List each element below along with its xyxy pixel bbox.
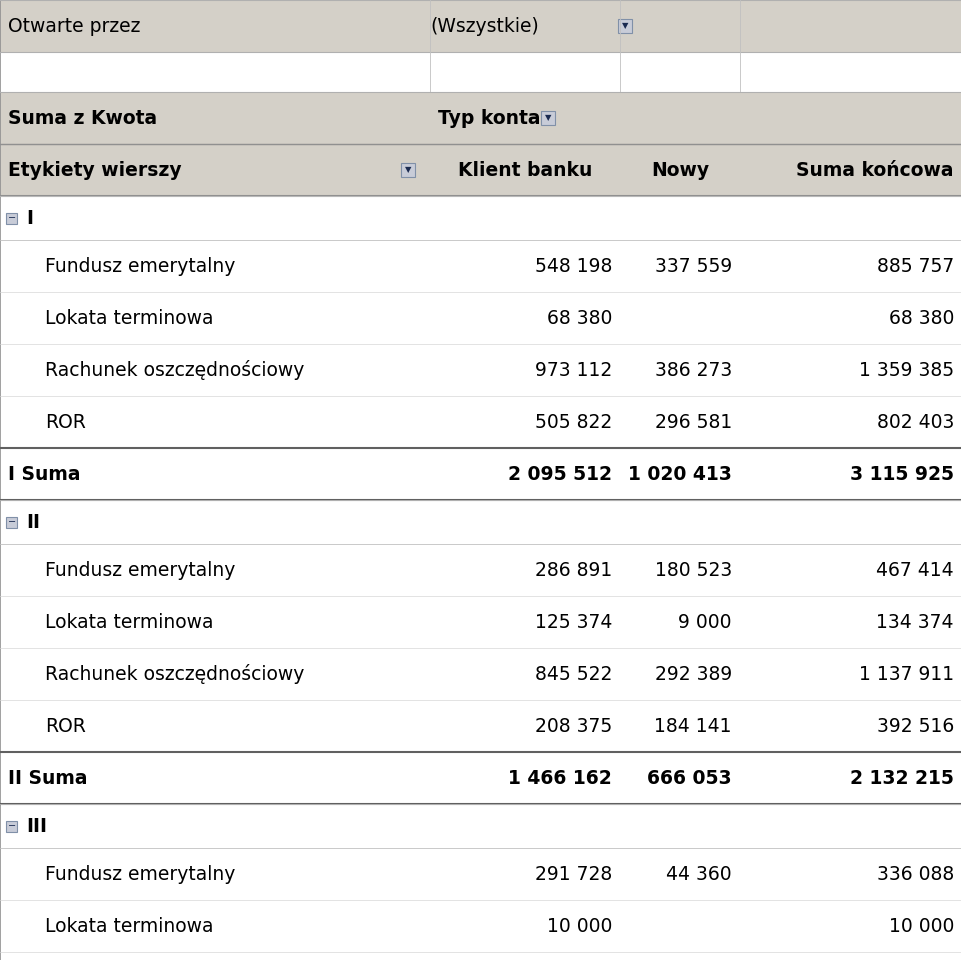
Bar <box>0 648 961 700</box>
Text: 1 137 911: 1 137 911 <box>858 664 953 684</box>
Text: −: − <box>8 821 16 831</box>
FancyBboxPatch shape <box>617 19 631 33</box>
Bar <box>0 544 961 596</box>
Text: 386 273: 386 273 <box>654 361 731 379</box>
Text: 505 822: 505 822 <box>534 413 611 431</box>
Text: Lokata terminowa: Lokata terminowa <box>45 612 213 632</box>
Bar <box>0 752 961 804</box>
Text: 802 403: 802 403 <box>875 413 953 431</box>
Text: I Suma: I Suma <box>8 465 81 484</box>
Bar <box>0 700 961 752</box>
Text: Fundusz emerytalny: Fundusz emerytalny <box>45 865 235 883</box>
Bar <box>0 952 961 960</box>
Bar <box>0 900 961 952</box>
Text: 336 088: 336 088 <box>875 865 953 883</box>
Text: Typ konta: Typ konta <box>437 108 540 128</box>
Text: 973 112: 973 112 <box>534 361 611 379</box>
Text: 548 198: 548 198 <box>534 256 611 276</box>
Text: 1 359 385: 1 359 385 <box>858 361 953 379</box>
Text: 291 728: 291 728 <box>534 865 611 883</box>
FancyBboxPatch shape <box>7 821 17 831</box>
Text: 134 374: 134 374 <box>875 612 953 632</box>
FancyBboxPatch shape <box>401 163 414 177</box>
Text: 10 000: 10 000 <box>888 917 953 935</box>
Bar <box>0 144 961 196</box>
Text: ROR: ROR <box>45 413 86 431</box>
Bar <box>0 396 961 448</box>
Text: II Suma: II Suma <box>8 769 87 787</box>
Bar <box>0 292 961 344</box>
Text: Rachunek oszczędnościowy: Rachunek oszczędnościowy <box>45 360 304 380</box>
Bar <box>0 240 961 292</box>
Text: 180 523: 180 523 <box>654 561 731 580</box>
Text: 337 559: 337 559 <box>654 256 731 276</box>
Bar <box>0 344 961 396</box>
Text: 68 380: 68 380 <box>546 308 611 327</box>
Text: Lokata terminowa: Lokata terminowa <box>45 917 213 935</box>
Text: 1 466 162: 1 466 162 <box>507 769 611 787</box>
Text: 2 132 215: 2 132 215 <box>850 769 953 787</box>
Bar <box>0 500 961 544</box>
Text: ▼: ▼ <box>405 165 410 175</box>
Text: 125 374: 125 374 <box>534 612 611 632</box>
Text: Nowy: Nowy <box>651 160 708 180</box>
Text: Fundusz emerytalny: Fundusz emerytalny <box>45 256 235 276</box>
Text: Klient banku: Klient banku <box>457 160 592 180</box>
Text: 666 053: 666 053 <box>647 769 731 787</box>
Text: 3 115 925: 3 115 925 <box>850 465 953 484</box>
Bar <box>0 596 961 648</box>
Text: 1 020 413: 1 020 413 <box>628 465 731 484</box>
Text: 9 000: 9 000 <box>678 612 731 632</box>
FancyBboxPatch shape <box>7 516 17 527</box>
FancyBboxPatch shape <box>540 111 554 125</box>
Text: II: II <box>26 513 40 532</box>
Text: Suma z Kwota: Suma z Kwota <box>8 108 157 128</box>
Text: 68 380: 68 380 <box>888 308 953 327</box>
Text: I: I <box>26 208 33 228</box>
Text: Lokata terminowa: Lokata terminowa <box>45 308 213 327</box>
Text: 392 516: 392 516 <box>875 716 953 735</box>
Text: (Wszystkie): (Wszystkie) <box>430 16 538 36</box>
Text: Etykiety wierszy: Etykiety wierszy <box>8 160 182 180</box>
Text: Otwarte przez: Otwarte przez <box>8 16 140 36</box>
Text: 292 389: 292 389 <box>654 664 731 684</box>
Text: Suma końcowa: Suma końcowa <box>796 160 953 180</box>
Text: ROR: ROR <box>45 716 86 735</box>
Text: −: − <box>8 213 16 223</box>
Text: 184 141: 184 141 <box>653 716 731 735</box>
Text: Fundusz emerytalny: Fundusz emerytalny <box>45 561 235 580</box>
Bar <box>0 52 961 92</box>
FancyBboxPatch shape <box>7 212 17 224</box>
Bar <box>0 0 961 52</box>
Text: 296 581: 296 581 <box>654 413 731 431</box>
Text: 467 414: 467 414 <box>875 561 953 580</box>
Bar <box>0 92 961 144</box>
Bar <box>0 804 961 848</box>
Bar <box>0 448 961 500</box>
Text: −: − <box>8 517 16 527</box>
Text: 44 360: 44 360 <box>666 865 731 883</box>
Bar <box>0 848 961 900</box>
Text: 885 757: 885 757 <box>875 256 953 276</box>
Text: 10 000: 10 000 <box>546 917 611 935</box>
Text: ▼: ▼ <box>621 21 628 31</box>
Text: ▼: ▼ <box>544 113 551 123</box>
Text: III: III <box>26 817 47 835</box>
Text: 208 375: 208 375 <box>534 716 611 735</box>
Bar <box>0 196 961 240</box>
Text: 2 095 512: 2 095 512 <box>507 465 611 484</box>
Text: Rachunek oszczędnościowy: Rachunek oszczędnościowy <box>45 664 304 684</box>
Text: 845 522: 845 522 <box>534 664 611 684</box>
Text: 286 891: 286 891 <box>534 561 611 580</box>
